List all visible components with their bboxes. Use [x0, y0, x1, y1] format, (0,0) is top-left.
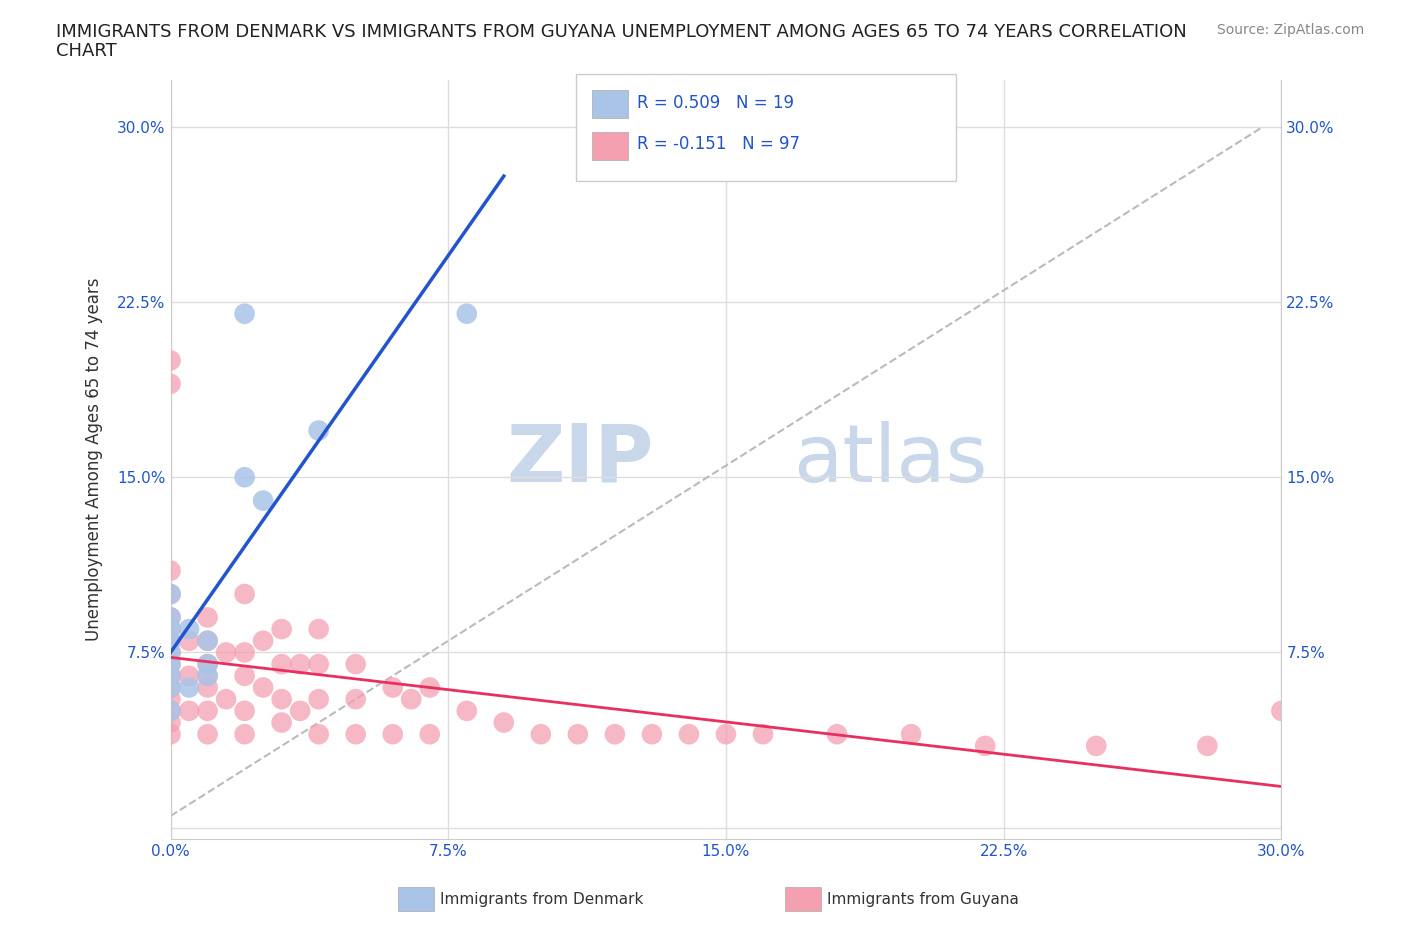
Point — [197, 633, 219, 648]
Text: Immigrants from Guyana: Immigrants from Guyana — [827, 892, 1018, 907]
Point — [159, 645, 181, 660]
Point — [1197, 738, 1219, 753]
Point — [308, 692, 330, 707]
Point — [530, 726, 553, 741]
Point — [233, 703, 256, 718]
Point — [159, 564, 181, 578]
Point — [197, 657, 219, 671]
Point — [419, 726, 441, 741]
Point — [456, 703, 478, 718]
Point — [344, 692, 367, 707]
Point — [159, 726, 181, 741]
Point — [603, 726, 626, 741]
Point — [159, 633, 181, 648]
Point — [159, 587, 181, 602]
Point — [159, 633, 181, 648]
Point — [233, 587, 256, 602]
Point — [419, 680, 441, 695]
Point — [270, 715, 292, 730]
Point — [825, 726, 848, 741]
Point — [159, 610, 181, 625]
Point — [197, 703, 219, 718]
Point — [177, 633, 200, 648]
Point — [399, 692, 422, 707]
Text: R = 0.509   N = 19: R = 0.509 N = 19 — [637, 94, 794, 112]
Point — [233, 306, 256, 321]
Point — [197, 680, 219, 695]
Text: Immigrants from Denmark: Immigrants from Denmark — [440, 892, 644, 907]
Point — [177, 669, 200, 684]
Point — [159, 703, 181, 718]
Text: CHART: CHART — [56, 42, 117, 60]
Point — [270, 692, 292, 707]
Point — [215, 645, 238, 660]
Point — [215, 692, 238, 707]
Point — [308, 726, 330, 741]
Point — [714, 726, 737, 741]
Point — [492, 715, 515, 730]
Point — [197, 669, 219, 684]
Point — [159, 621, 181, 636]
Point — [974, 738, 997, 753]
Point — [197, 633, 219, 648]
Text: R = -0.151   N = 97: R = -0.151 N = 97 — [637, 135, 800, 153]
Text: IMMIGRANTS FROM DENMARK VS IMMIGRANTS FROM GUYANA UNEMPLOYMENT AMONG AGES 65 TO : IMMIGRANTS FROM DENMARK VS IMMIGRANTS FR… — [56, 23, 1187, 41]
Point — [381, 680, 404, 695]
Point — [344, 657, 367, 671]
Point — [159, 669, 181, 684]
Point — [197, 669, 219, 684]
Point — [177, 703, 200, 718]
Point — [252, 680, 274, 695]
Point — [1270, 703, 1292, 718]
Point — [233, 645, 256, 660]
Point — [159, 587, 181, 602]
Point — [233, 726, 256, 741]
Point — [197, 657, 219, 671]
Text: atlas: atlas — [793, 420, 987, 498]
Point — [308, 657, 330, 671]
Point — [197, 726, 219, 741]
Point — [159, 680, 181, 695]
Text: Source: ZipAtlas.com: Source: ZipAtlas.com — [1216, 23, 1364, 37]
Point — [288, 703, 311, 718]
Point — [159, 703, 181, 718]
Point — [752, 726, 775, 741]
Point — [252, 633, 274, 648]
Point — [159, 692, 181, 707]
Point — [641, 726, 664, 741]
Point — [1085, 738, 1108, 753]
Point — [381, 726, 404, 741]
Point — [159, 610, 181, 625]
Point — [456, 306, 478, 321]
Point — [177, 621, 200, 636]
Point — [567, 726, 589, 741]
Point — [159, 657, 181, 671]
Point — [159, 715, 181, 730]
Point — [344, 726, 367, 741]
Point — [270, 657, 292, 671]
Point — [678, 726, 700, 741]
Point — [252, 493, 274, 508]
Point — [233, 669, 256, 684]
Point — [159, 680, 181, 695]
Point — [159, 669, 181, 684]
Point — [308, 621, 330, 636]
Point — [159, 645, 181, 660]
Point — [233, 470, 256, 485]
Point — [270, 621, 292, 636]
Text: ZIP: ZIP — [506, 420, 654, 498]
Point — [308, 423, 330, 438]
Point — [900, 726, 922, 741]
Y-axis label: Unemployment Among Ages 65 to 74 years: Unemployment Among Ages 65 to 74 years — [86, 278, 103, 642]
Point — [197, 610, 219, 625]
Point — [177, 680, 200, 695]
Point — [159, 353, 181, 368]
Point — [159, 621, 181, 636]
Point — [288, 657, 311, 671]
Point — [159, 377, 181, 392]
Point — [159, 657, 181, 671]
